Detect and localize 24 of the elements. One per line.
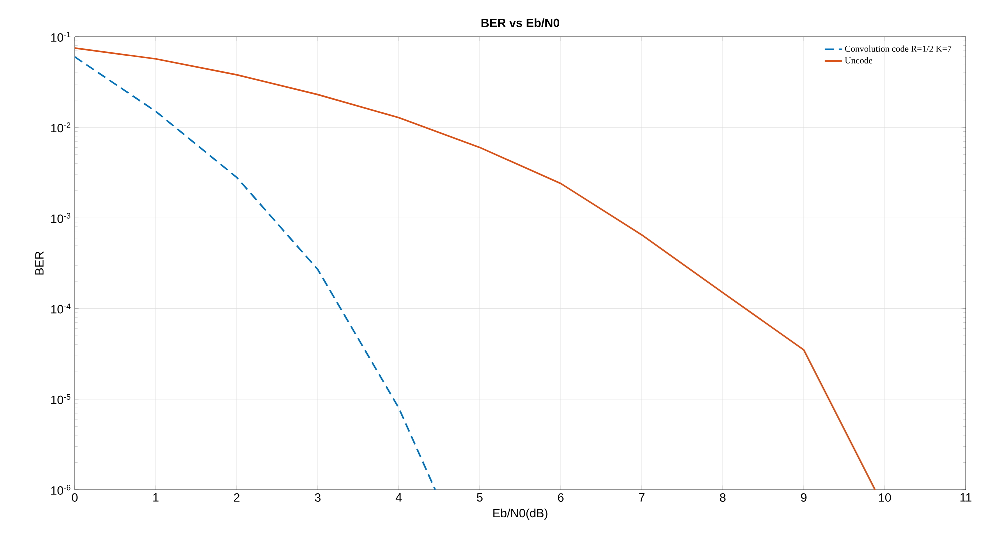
y-tick-label: 10$^{-4}$ bbox=[52, 304, 71, 314]
x-tick-label: 0 bbox=[72, 494, 78, 502]
y-axis-title: BER bbox=[36, 252, 44, 275]
x-tick-label: 9 bbox=[801, 494, 807, 502]
legend-label: Uncode bbox=[845, 57, 873, 64]
x-tick-label: 10 bbox=[879, 494, 892, 502]
y-tick-label: 10$^{-6}$ bbox=[52, 485, 71, 496]
x-tick-label: 5 bbox=[477, 494, 483, 502]
x-tick-label: 8 bbox=[720, 494, 726, 502]
x-tick-label: 6 bbox=[558, 494, 564, 502]
x-tick-label: 7 bbox=[639, 494, 645, 502]
legend-label: Convolution code R=1/2 K=7 bbox=[845, 46, 952, 52]
x-tick-label: 4 bbox=[396, 494, 402, 502]
x-tick-label: 1 bbox=[154, 494, 159, 502]
y-tick-label: 10$^{-1}$ bbox=[52, 32, 71, 42]
line-series bbox=[75, 56, 436, 490]
y-tick-label: 10$^{-3}$ bbox=[52, 213, 71, 224]
y-tick-label: 10$^{-2}$ bbox=[52, 122, 71, 133]
x-tick-label: 11 bbox=[960, 494, 972, 502]
x-tick-label: 3 bbox=[315, 494, 321, 502]
x-tick-label: 2 bbox=[234, 494, 240, 502]
x-axis-title: Eb/N0(dB) bbox=[494, 508, 548, 520]
y-tick-label: 10$^{-5}$ bbox=[52, 394, 71, 404]
chart-title: BER vs Eb/N0 bbox=[482, 18, 560, 28]
